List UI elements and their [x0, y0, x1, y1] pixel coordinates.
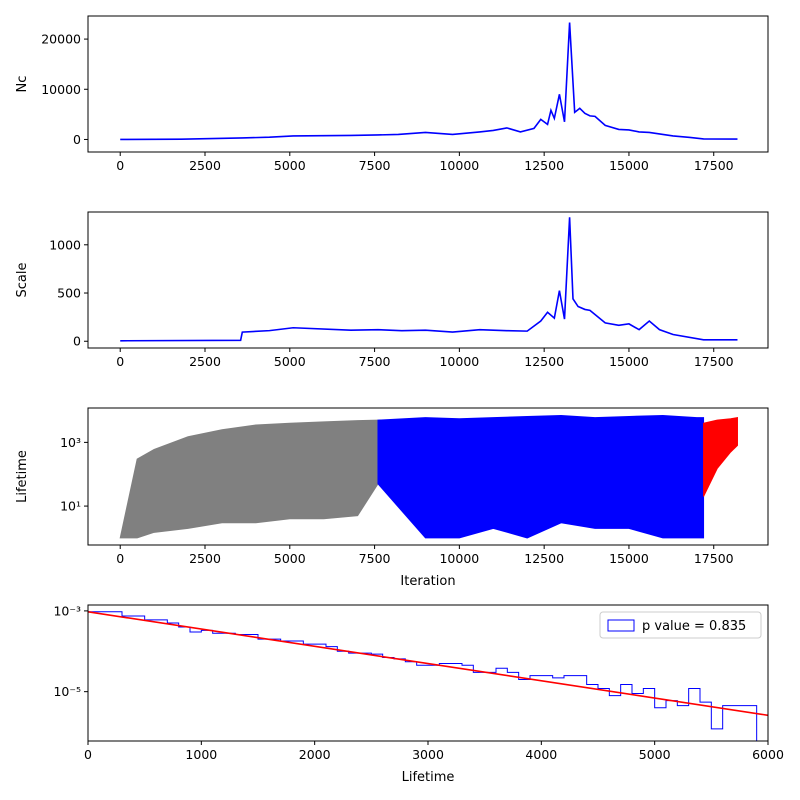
x-axis-label: Iteration — [400, 574, 455, 589]
x-tick-label: 17500 — [694, 354, 734, 369]
x-tick-label: 2500 — [189, 158, 221, 173]
y-tick-label: 10⁻³ — [53, 603, 81, 618]
legend-box — [599, 611, 762, 639]
x-tick-label: 12500 — [524, 354, 564, 369]
y-tick-label: 10¹ — [60, 499, 81, 514]
x-tick-label: 1000 — [185, 747, 217, 762]
y-tick-label: 1000 — [49, 237, 81, 252]
x-tick-label: 7500 — [359, 354, 391, 369]
x-tick-label: 5000 — [274, 551, 306, 566]
x-tick-label: 0 — [116, 158, 124, 173]
x-tick-label: 7500 — [359, 158, 391, 173]
panel-2-series-2-band — [703, 416, 738, 497]
fit-line — [88, 611, 768, 717]
x-tick-label: 15000 — [609, 551, 649, 566]
panel-2-series-1-band — [377, 414, 705, 539]
x-tick-label: 15000 — [609, 354, 649, 369]
x-tick-label: 7500 — [359, 551, 391, 566]
x-tick-label: 17500 — [694, 551, 734, 566]
panel-1-axes: 0 2500 5000 7500 10000 12500 15000 17500 0 500 100… — [15, 211, 769, 369]
y-tick-label: 10⁻⁵ — [53, 684, 81, 699]
legend-swatch — [607, 619, 635, 632]
legend: p value = 0.835 — [599, 611, 762, 639]
y-axis-label: Lifetime — [15, 450, 30, 503]
y-tick-label: 20000 — [41, 32, 81, 47]
y-tick-label: 0 — [73, 334, 81, 349]
panel-1-frame — [87, 211, 769, 349]
x-tick-label: 3000 — [412, 747, 444, 762]
x-tick-label: 2500 — [189, 354, 221, 369]
panel-3-axes: 0 1000 2000 3000 4000 5000 6000 10⁻⁵ 10⁻³ Lifetim… — [53, 603, 783, 785]
panel-1-series-0-line — [120, 217, 738, 342]
x-tick-label: 10000 — [439, 354, 479, 369]
panel-0-frame — [87, 15, 769, 153]
x-tick-label: 15000 — [609, 158, 649, 173]
panel-0-axes: 0 2500 5000 7500 10000 12500 15000 17500 0 10000 2… — [15, 15, 769, 173]
x-tick-label: 5000 — [274, 354, 306, 369]
x-tick-label: 10000 — [439, 551, 479, 566]
y-tick-label: 0 — [73, 132, 81, 147]
y-axis-label: Scale — [15, 263, 30, 298]
x-tick-label: 17500 — [694, 158, 734, 173]
x-tick-label: 12500 — [524, 551, 564, 566]
panel-0-series-0-line — [120, 22, 738, 141]
x-tick-label: 5000 — [639, 747, 671, 762]
x-axis-label: Lifetime — [402, 770, 455, 785]
panel-2-axes: 0 2500 5000 7500 10000 12500 15000 17500 10¹ 10³ L… — [15, 407, 769, 589]
y-tick-label: 10000 — [41, 82, 81, 97]
x-tick-label: 0 — [116, 354, 124, 369]
x-tick-label: 0 — [116, 551, 124, 566]
x-tick-label: 2000 — [299, 747, 331, 762]
x-tick-label: 10000 — [439, 158, 479, 173]
y-tick-label: 10³ — [60, 435, 81, 450]
panel-2-frame — [87, 407, 769, 546]
legend-label: p value = 0.835 — [642, 619, 746, 634]
x-tick-label: 2500 — [189, 551, 221, 566]
x-tick-label: 4000 — [525, 747, 557, 762]
x-tick-label: 5000 — [274, 158, 306, 173]
y-tick-label: 500 — [57, 286, 81, 301]
x-tick-label: 6000 — [752, 747, 784, 762]
y-axis-label: Nc — [15, 76, 30, 93]
x-tick-label: 12500 — [524, 158, 564, 173]
x-tick-label: 0 — [84, 747, 92, 762]
panel-2-series-0-band — [119, 419, 379, 539]
